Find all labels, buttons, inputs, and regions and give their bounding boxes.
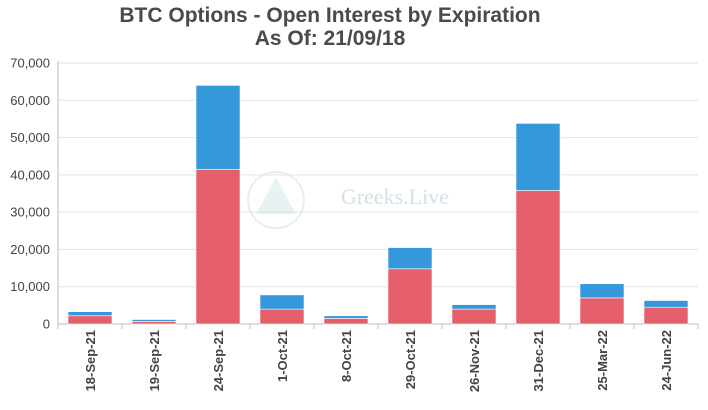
x-tick-label: 25-Mar-22 xyxy=(595,330,610,391)
x-tick-label: 24-Jun-22 xyxy=(659,330,674,391)
y-tick-label: 60,000 xyxy=(10,93,50,108)
x-tick-label: 29-Oct-21 xyxy=(403,330,418,389)
bar-segment-2 xyxy=(451,304,497,310)
x-tick-label: 19-Sep-21 xyxy=(147,330,162,391)
bar-segment-1 xyxy=(451,308,497,325)
x-tick-label: 26-Nov-21 xyxy=(467,330,482,392)
chart-title: BTC Options - Open Interest by Expiratio… xyxy=(0,4,660,50)
bar-segment-1 xyxy=(195,168,241,325)
bar-segment-2 xyxy=(131,319,177,322)
bar-segment-1 xyxy=(67,315,113,325)
watermark-logo-icon xyxy=(247,171,305,229)
chart-title-line: BTC Options - Open Interest by Expiratio… xyxy=(119,4,541,27)
y-tick-label: 10,000 xyxy=(10,279,50,294)
y-tick-label: 0 xyxy=(43,317,50,332)
bar-segment-1 xyxy=(643,306,689,325)
bar-segment-2 xyxy=(515,123,561,191)
chart-subtitle: As Of: 21/09/18 xyxy=(254,27,406,50)
bar-segment-2 xyxy=(643,300,689,308)
bar-segment-2 xyxy=(323,315,369,319)
bar-segment-1 xyxy=(259,308,305,325)
y-tick-label: 20,000 xyxy=(10,242,50,257)
bar-segment-1 xyxy=(579,297,625,325)
y-tick-label: 50,000 xyxy=(10,130,50,145)
bar-segment-1 xyxy=(515,190,561,325)
bar-segment-1 xyxy=(387,268,433,325)
watermark-text: Greeks.Live xyxy=(341,184,449,209)
y-tick-label: 40,000 xyxy=(10,167,50,182)
x-tick-label: 18-Sep-21 xyxy=(83,330,98,391)
x-tick-label: 1-Oct-21 xyxy=(275,330,290,382)
watermark-sail-icon xyxy=(256,178,296,214)
bar-segment-2 xyxy=(67,311,113,317)
bar-segment-2 xyxy=(387,247,433,270)
bar-segment-2 xyxy=(195,85,241,170)
x-tick-label: 8-Oct-21 xyxy=(339,330,354,382)
x-tick-label: 31-Dec-21 xyxy=(531,330,546,391)
bar-segment-1 xyxy=(323,318,369,325)
y-tick-label: 70,000 xyxy=(10,56,50,71)
x-tick-label: 24-Sep-21 xyxy=(211,330,226,391)
bar-segment-2 xyxy=(579,283,625,299)
y-tick-label: 30,000 xyxy=(10,205,50,220)
bar-segment-2 xyxy=(259,294,305,310)
bar-segment-1 xyxy=(131,321,177,325)
